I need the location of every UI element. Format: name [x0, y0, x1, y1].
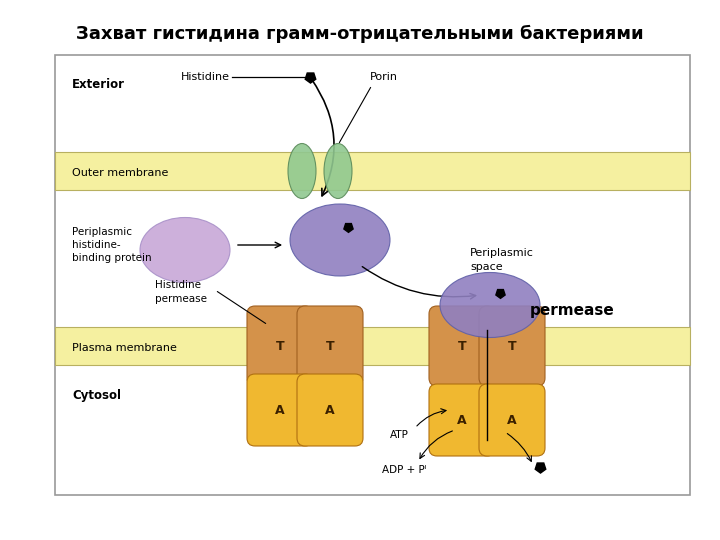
Text: Porin: Porin [370, 72, 398, 82]
Ellipse shape [440, 273, 540, 338]
FancyBboxPatch shape [479, 384, 545, 456]
Text: Periplasmic
space: Periplasmic space [470, 248, 534, 272]
FancyBboxPatch shape [297, 306, 363, 386]
Text: Plasma membrane: Plasma membrane [72, 343, 177, 353]
FancyBboxPatch shape [297, 374, 363, 446]
Text: T: T [276, 340, 284, 353]
FancyBboxPatch shape [429, 306, 495, 386]
FancyBboxPatch shape [429, 384, 495, 456]
Text: permease: permease [530, 302, 615, 318]
Ellipse shape [324, 144, 352, 199]
Bar [55, 152, 690, 190]
Bar [55, 55, 690, 495]
Text: Periplasmic
histidine-
binding protein: Periplasmic histidine- binding protein [72, 227, 152, 263]
Ellipse shape [288, 144, 316, 199]
Text: ADP + Pᴵ: ADP + Pᴵ [382, 465, 427, 475]
Text: Захват гистидина грамм-отрицательными бактериями: Захват гистидина грамм-отрицательными ба… [76, 25, 644, 43]
Text: Histidine: Histidine [181, 72, 230, 82]
Text: T: T [508, 340, 516, 353]
Text: A: A [457, 414, 467, 427]
Text: A: A [507, 414, 517, 427]
Text: Histidine
permease: Histidine permease [155, 280, 207, 303]
Text: A: A [325, 403, 335, 416]
Text: Exterior: Exterior [72, 78, 125, 91]
Text: Cytosol: Cytosol [72, 388, 121, 402]
Text: Outer membrane: Outer membrane [72, 168, 168, 178]
Text: ATP: ATP [390, 430, 409, 440]
FancyBboxPatch shape [247, 374, 313, 446]
Ellipse shape [140, 218, 230, 282]
Text: T: T [458, 340, 467, 353]
Ellipse shape [290, 204, 390, 276]
Text: T: T [325, 340, 334, 353]
Bar [55, 327, 690, 365]
FancyBboxPatch shape [479, 306, 545, 386]
Text: A: A [275, 403, 285, 416]
FancyBboxPatch shape [247, 306, 313, 386]
